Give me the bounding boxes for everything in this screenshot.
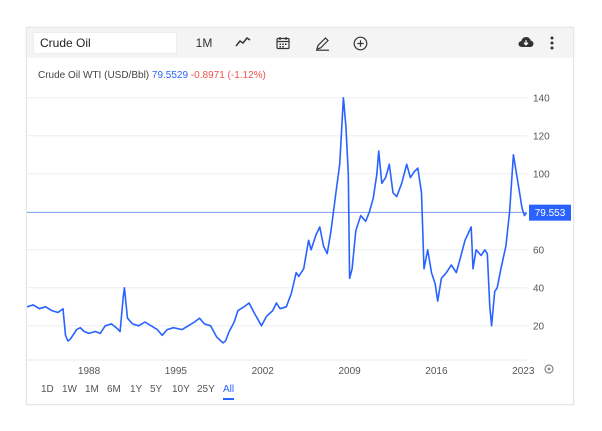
gear-icon [544, 364, 554, 374]
gear-icon-center [547, 367, 551, 371]
chart-toolbar: Crude Oil 1M [27, 28, 573, 58]
range-button-5y[interactable]: 5Y [150, 384, 163, 395]
x-axis: 1988 1995 2002 2009 2016 2023 [78, 366, 535, 377]
x-tick-label: 2023 [512, 366, 535, 377]
symbol-input[interactable]: Crude Oil [33, 32, 177, 54]
range-button-1y[interactable]: 1Y [130, 384, 143, 395]
interval-button[interactable]: 1M [195, 36, 213, 50]
last-price: 79.5529 [151, 70, 189, 81]
more-options-button[interactable] [541, 32, 563, 54]
y-tick-label: 60 [533, 245, 545, 256]
more-vertical-icon [550, 36, 554, 50]
range-button-1w[interactable]: 1W [62, 384, 77, 395]
compare-button[interactable] [349, 32, 371, 54]
instrument-name: Crude Oil WTI (USD/Bbl) [38, 70, 150, 81]
range-button-1m[interactable]: 1M [85, 384, 99, 395]
series-line [27, 97, 528, 344]
chart-type-button[interactable] [232, 32, 254, 54]
y-tick-label: 140 [533, 93, 550, 104]
add-circle-icon [353, 36, 367, 51]
x-tick-label: 2009 [338, 366, 361, 377]
date-range-button[interactable] [272, 32, 294, 54]
range-button-6m[interactable]: 6M [107, 384, 121, 395]
y-tick-label: 20 [533, 321, 545, 332]
price-tag-label: 79.553 [535, 208, 566, 219]
x-tick-label: 2016 [425, 366, 448, 377]
y-tick-label: 40 [533, 283, 545, 294]
price-change: -0.8971 (-1.12%) [190, 70, 266, 81]
range-button-25y[interactable]: 25Y [197, 384, 215, 395]
x-tick-label: 1995 [165, 366, 188, 377]
price-tag: 79.553 [529, 204, 571, 221]
chart-card: Crude Oil 1M [26, 27, 574, 405]
y-tick-label: 120 [533, 131, 550, 142]
range-button-10y[interactable]: 10Y [172, 384, 190, 395]
download-button[interactable] [515, 32, 537, 54]
pencil-icon [315, 37, 329, 51]
x-tick-label: 1988 [78, 366, 101, 377]
cloud-download-icon [518, 37, 534, 47]
grid-lines [27, 97, 527, 327]
calendar-icon [276, 37, 290, 50]
price-tag-box [529, 204, 571, 221]
range-button-1d[interactable]: 1D [41, 384, 54, 395]
range-button-all[interactable]: All [223, 382, 235, 400]
y-tick-label: 100 [533, 169, 550, 180]
chart-settings-button[interactable] [544, 364, 554, 374]
line-chart-icon [235, 36, 251, 47]
price-chart[interactable]: 20406080100120140 1988199520022009201620… [27, 28, 573, 404]
legend-line: Crude Oil WTI (USD/Bbl) 79.5529 -0.8971 … [38, 70, 266, 81]
draw-button[interactable] [311, 32, 333, 54]
x-tick-label: 2002 [252, 366, 275, 377]
